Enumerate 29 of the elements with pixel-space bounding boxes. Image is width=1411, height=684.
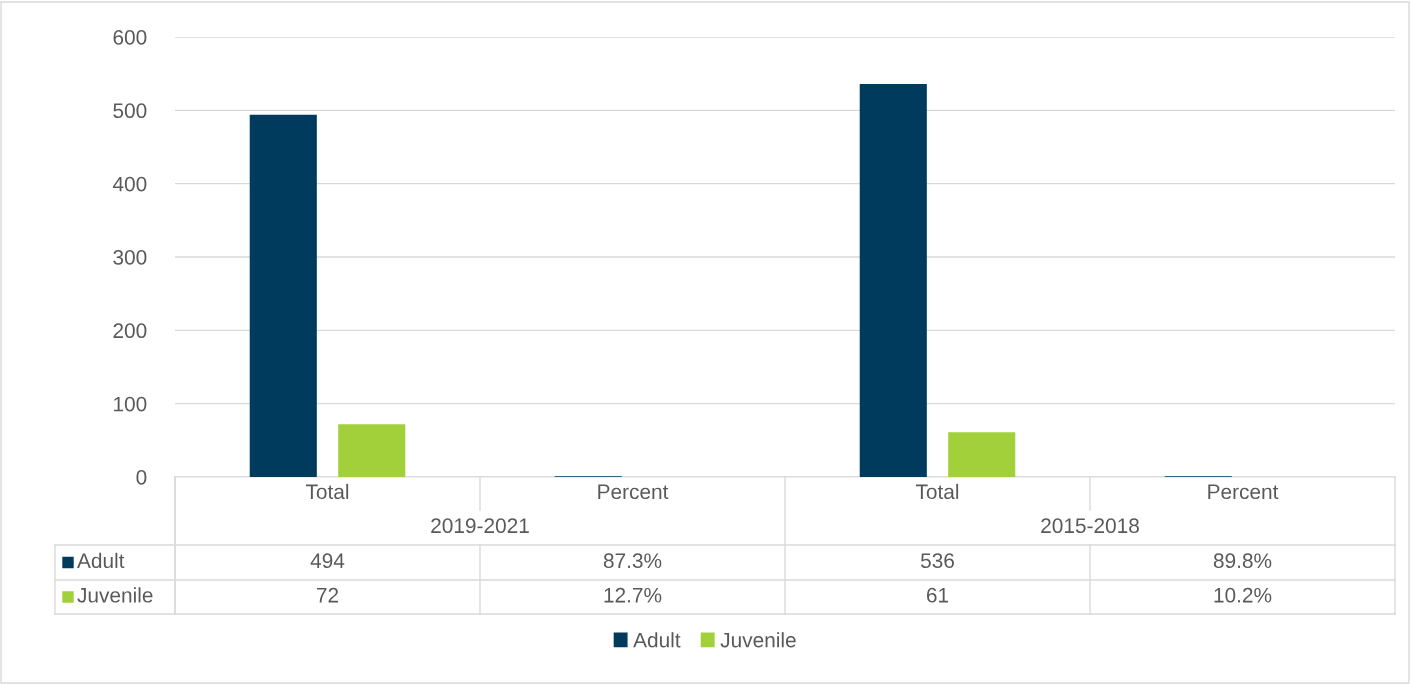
x-tick-label: Percent	[598, 484, 669, 500]
y-tick-label: 100	[114, 396, 147, 412]
y-tick-label: 400	[112, 176, 147, 192]
data-label: 72	[316, 587, 339, 603]
data-label: 536	[920, 553, 954, 569]
y-tick-label: 200	[113, 323, 147, 339]
x-tick-label: Percent	[1208, 484, 1279, 500]
bar	[948, 432, 1016, 477]
data-label: 61	[926, 587, 949, 603]
bar	[338, 424, 406, 477]
data-label: 12.7%	[604, 587, 662, 603]
text: 2015-2018	[1041, 518, 1139, 534]
text: Juvenile	[77, 587, 153, 603]
data-label: 89.8%	[1213, 553, 1272, 569]
text: 2019-2021	[431, 518, 529, 534]
data-label: 494	[310, 553, 345, 569]
y-tick-label: 600	[113, 30, 147, 45]
y-tick-label: 0	[136, 470, 147, 485]
x-tick-label: Total	[305, 483, 349, 500]
y-tick-label: 300	[113, 250, 147, 265]
y-tick-label: 500	[113, 103, 147, 119]
x-tick-label: Total	[915, 483, 959, 500]
bar	[249, 114, 317, 477]
data-label: 10.2%	[1214, 587, 1272, 603]
legend-label: Juvenile	[720, 632, 796, 648]
text: Adult	[633, 632, 681, 648]
data-label: 87.3%	[603, 553, 662, 569]
bar	[859, 83, 927, 477]
legend-label: Adult	[77, 552, 125, 569]
